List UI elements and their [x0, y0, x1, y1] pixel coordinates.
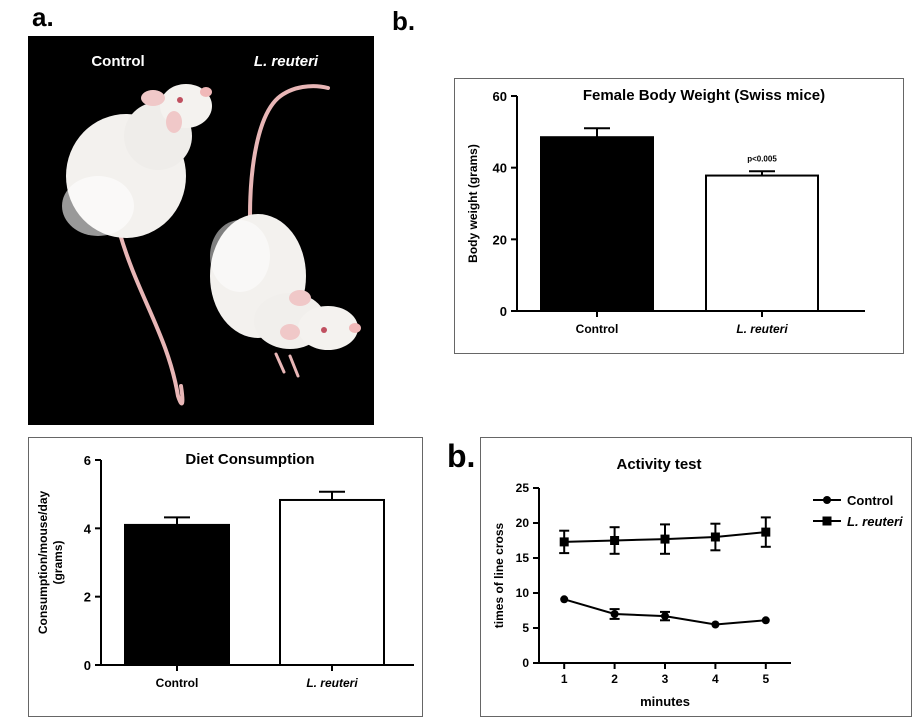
data-point	[560, 595, 569, 604]
y-tick-label: 20	[516, 516, 530, 530]
y-tick-label: 0	[500, 304, 507, 319]
chart-title: Diet Consumption	[185, 451, 314, 468]
x-tick-label: Control	[576, 322, 619, 336]
y-tick-label: 6	[84, 453, 91, 468]
data-point	[761, 527, 771, 537]
bar	[124, 523, 230, 666]
y-axis-label: Body weight (grams)	[466, 144, 480, 263]
bar	[705, 174, 819, 312]
y-tick-label: 0	[522, 656, 529, 670]
x-tick-label: 4	[712, 672, 719, 686]
x-tick-label: Control	[156, 676, 199, 690]
x-tick-label: L. reuteri	[736, 322, 788, 336]
data-point	[711, 620, 720, 629]
panel-label-b-bottom: b.	[447, 438, 476, 474]
chart-title: Activity test	[616, 456, 701, 473]
diet-consumption-chart-box: Diet Consumption 0 2 4 6 Consumption/mouse/da…	[28, 437, 423, 717]
x-tick-label: 3	[662, 672, 669, 686]
data-point	[761, 616, 770, 625]
y-tick-label: 25	[516, 481, 530, 495]
y-tick-label: 2	[84, 590, 91, 605]
legend-marker	[822, 516, 832, 526]
body-weight-chart: Female Body Weight (Swiss mice) 0 20 40 60 Bo…	[466, 87, 865, 336]
y-tick-label: 4	[84, 521, 92, 536]
data-point	[610, 610, 619, 618]
data-point	[610, 536, 620, 545]
x-tick-label: 5	[762, 672, 769, 686]
legend-marker	[823, 496, 831, 504]
y-tick-label: 10	[516, 586, 530, 600]
x-axis-label: minutes	[640, 694, 690, 709]
y-axis-label: times of line cross	[492, 522, 506, 628]
bar	[279, 498, 385, 666]
significance-annotation: p<0.005	[747, 154, 777, 163]
x-tick-label: 1	[561, 672, 568, 686]
y-tick-label: 60	[493, 89, 507, 104]
reuteri-mouse	[210, 84, 361, 378]
panel-label-a: a.	[32, 2, 54, 32]
photo-label-reuteri: L. reuteri	[254, 53, 319, 70]
panel-label-b-top: b.	[392, 6, 416, 36]
y-tick-label: 20	[493, 232, 507, 247]
y-axis-label: Consumption/mouse/day	[36, 491, 50, 635]
legend-label: Control	[847, 493, 893, 508]
x-tick-label: 2	[611, 672, 618, 686]
control-mouse	[62, 84, 212, 406]
y-tick-label: 15	[516, 551, 530, 565]
data-point	[661, 612, 669, 621]
y-axis-label: (grams)	[51, 540, 65, 584]
y-tick-label: 5	[522, 621, 529, 635]
y-tick-label: 40	[493, 161, 507, 176]
mice-photo: Control L. reuteri	[28, 36, 374, 425]
data-point	[559, 537, 569, 547]
mice-illustration: Control L. reuteri	[28, 36, 374, 425]
diet-consumption-chart: Diet Consumption 0 2 4 6 Consumption/mouse/da…	[36, 451, 414, 690]
activity-test-chart: Activity test 0 5 10 15 20 25 1 2 3 4 5 minutes times…	[492, 456, 903, 709]
photo-label-control: Control	[91, 53, 144, 70]
y-tick-label: 0	[84, 658, 91, 673]
body-weight-chart-box: Female Body Weight (Swiss mice) 0 20 40 60 Bo…	[454, 78, 904, 354]
chart-title: Female Body Weight (Swiss mice)	[583, 87, 825, 104]
legend-label: L. reuteri	[847, 514, 903, 529]
activity-test-chart-box: Activity test 0 5 10 15 20 25 1 2 3 4 5 minutes times…	[480, 437, 912, 717]
x-tick-label: L. reuteri	[306, 676, 358, 690]
data-point	[710, 532, 720, 542]
bar	[540, 136, 654, 313]
data-point	[660, 534, 670, 544]
